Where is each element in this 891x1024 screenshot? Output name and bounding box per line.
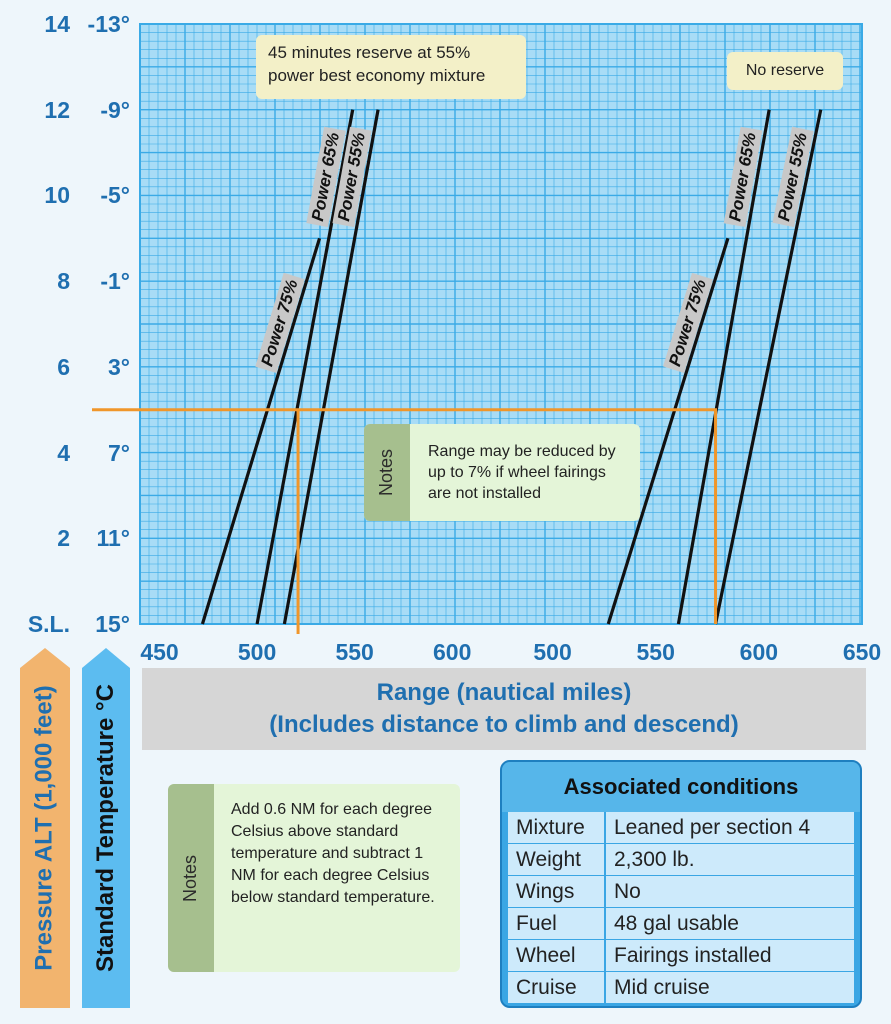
condition-value: No	[606, 876, 854, 907]
associated-conditions-table: Associated conditions Mixture Leaned per …	[500, 760, 862, 1008]
inner-notes-text: Range may be reduced by up to 7% if whee…	[428, 443, 616, 502]
y-tick-temp-5: 7°	[108, 439, 130, 466]
outer-notes-tag: Notes	[168, 784, 214, 972]
outer-notes-tag-label: Notes	[180, 854, 201, 902]
y-tick-temp-3: -1°	[100, 268, 130, 295]
condition-row-5: Cruise Mid cruise	[508, 972, 854, 1003]
no-reserve-annotation: No reserve	[727, 52, 843, 90]
pressure-alt-arrow: Pressure ALT (1,000 feet)	[20, 648, 70, 1008]
condition-key: Weight	[508, 844, 604, 875]
condition-key: Wheel	[508, 940, 604, 971]
condition-value: Fairings installed	[606, 940, 854, 971]
plot-border	[139, 23, 863, 625]
y-tick-temp-2: -5°	[100, 182, 130, 209]
x-tick-1-2: 600	[739, 639, 779, 665]
conditions-rows: Mixture Leaned per section 4 Weight 2,300 l…	[502, 812, 860, 1003]
pressure-alt-label: Pressure ALT (1,000 feet)	[31, 685, 59, 971]
series-line-4	[676, 109, 771, 625]
inner-notes-tag-label: Notes	[376, 448, 397, 497]
inner-notes-tag: Notes	[364, 424, 410, 521]
condition-row-4: Wheel Fairings installed	[508, 940, 854, 971]
condition-row-3: Fuel 48 gal usable	[508, 908, 854, 939]
y-tick-alt-3: 8	[57, 268, 70, 295]
x-tick-0-1: 500	[237, 639, 277, 665]
outer-notes-text: Add 0.6 NM for each degree Celsius above…	[231, 801, 435, 906]
y-tick-alt-5: 4	[57, 439, 70, 466]
example-line-no-reserve	[92, 408, 718, 624]
condition-key: Cruise	[508, 972, 604, 1003]
condition-value: Leaned per section 4	[606, 812, 854, 843]
x-tick-0-0: 450	[140, 639, 179, 665]
y-tick-alt-6: 2	[57, 525, 70, 552]
x-tick-1-3: 650	[842, 639, 882, 665]
range-axis-label-box: Range (nautical miles) (Includes distanc…	[142, 668, 866, 750]
y-tick-temp-7: 15°	[95, 611, 130, 637]
x-tick-0-2: 550	[335, 639, 374, 665]
y-tick-alt-7: S.L.	[27, 611, 70, 637]
condition-value: 48 gal usable	[606, 908, 854, 939]
condition-key: Wings	[508, 876, 604, 907]
y-tick-temp-6: 11°	[96, 525, 130, 552]
x-axis-sublabel: (Includes distance to climb and descend)	[269, 711, 739, 738]
x-tick-1-0: 500	[533, 639, 572, 665]
series-line-2	[282, 109, 380, 625]
condition-row-1: Weight 2,300 lb.	[508, 844, 854, 875]
conditions-title: Associated conditions	[502, 762, 860, 812]
condition-key: Mixture	[508, 812, 604, 843]
temperature-label: Standard Temperature °C	[92, 684, 120, 972]
y-tick-temp-1: -9°	[100, 96, 130, 123]
y-tick-alt-0: 14	[44, 11, 70, 37]
reserve-annotation: 45 minutes reserve at 55% power best eco…	[256, 35, 526, 99]
y-tick-alt-2: 10	[44, 182, 70, 209]
inner-notes-box	[364, 424, 640, 521]
y-tick-temp-4: 3°	[108, 353, 130, 380]
condition-value: Mid cruise	[606, 972, 854, 1003]
condition-value: 2,300 lb.	[606, 844, 854, 875]
outer-notes-box	[168, 784, 460, 972]
condition-row-2: Wings No	[508, 876, 854, 907]
series-line-3	[606, 237, 730, 625]
y-tick-alt-4: 6	[57, 353, 70, 380]
x-tick-0-3: 600	[433, 639, 472, 665]
condition-key: Fuel	[508, 908, 604, 939]
y-tick-temp-0: -13°	[87, 11, 130, 37]
x-tick-1-1: 550	[636, 639, 675, 665]
series-line-0	[200, 237, 322, 625]
temperature-arrow: Standard Temperature °C	[82, 648, 130, 1008]
series-line-5	[713, 109, 823, 625]
condition-row-0: Mixture Leaned per section 4	[508, 812, 854, 843]
y-tick-alt-1: 12	[44, 96, 70, 123]
x-axis-label: Range (nautical miles)	[376, 679, 632, 706]
